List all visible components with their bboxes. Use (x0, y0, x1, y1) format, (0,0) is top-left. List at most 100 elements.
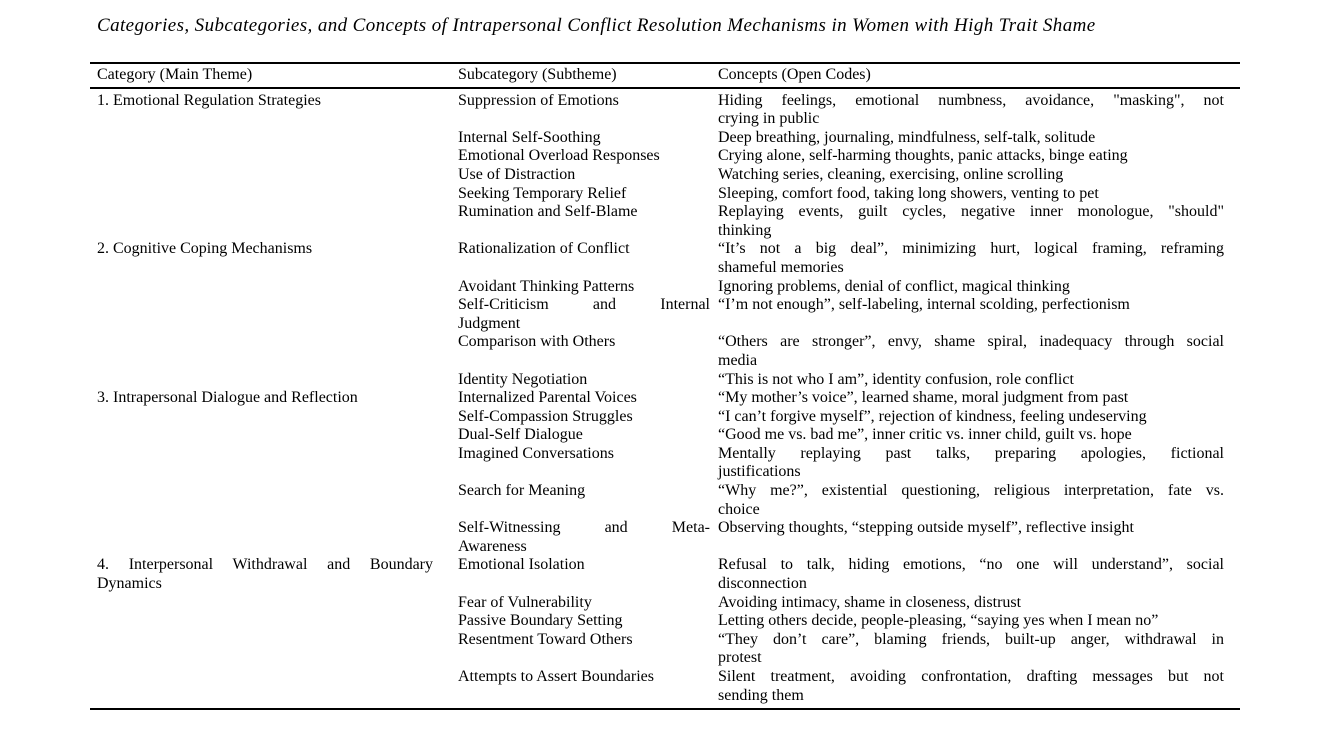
table-row: Internal Self-Soothing Deep breathing, jo… (90, 129, 1240, 148)
subcategory-cell: Identity Negotiation (458, 371, 718, 390)
cell-line: Attempts to Assert Boundaries (458, 668, 654, 685)
concepts-cell: Sleeping, comfort food, taking long show… (718, 185, 1240, 204)
cell-line: Watching series, cleaning, exercising, o… (718, 165, 1064, 183)
cell-line: Rumination and Self-Blame (458, 203, 638, 221)
concepts-cell: Watching series, cleaning, exercising, o… (718, 166, 1240, 185)
concepts-cell: “I’m not enough”, self-labeling, interna… (718, 296, 1240, 333)
concepts-cell: Hiding feelings, emotional numbness, avo… (718, 88, 1240, 129)
subcategory-cell: Dual-Self Dialogue (458, 426, 718, 445)
subcategory-cell: Imagined Conversations (458, 445, 718, 482)
table-row: Resentment Toward Others “They don’t care… (90, 631, 1240, 668)
concepts-cell: “Others are stronger”, envy, shame spira… (718, 333, 1240, 370)
cell-line: 2. Cognitive Coping Mechanisms (97, 240, 313, 258)
cell-line: Avoidant Thinking Patterns (458, 277, 635, 295)
subcategory-cell: Search for Meaning (458, 482, 718, 519)
concepts-cell: Observing thoughts, “stepping outside my… (718, 519, 1240, 556)
subcategory-cell: Use of Distraction (458, 166, 718, 185)
cell-line: Judgment (458, 314, 521, 332)
cell-line: Awareness (458, 537, 527, 555)
cell-line: “I’m not enough”, self-labeling, interna… (718, 296, 1130, 314)
cell-line: disconnection (718, 575, 807, 593)
cell-line: Emotional Overload Responses (458, 147, 660, 165)
table-row: 1. Emotional Regulation Strategies Suppre… (90, 88, 1240, 129)
table-row: 4. Interpersonal Withdrawal and Boundary… (90, 556, 1240, 593)
cell-line: 3. Intrapersonal Dialogue and Reflection (97, 389, 358, 407)
table-row: Identity Negotiation “This is not who I a… (90, 371, 1240, 390)
table-row: Self-Witnessing and Meta- Awareness Observ… (90, 519, 1240, 556)
concepts-cell: Mentally replaying past talks, preparing… (718, 445, 1240, 482)
cell-line: Refusal to talk, hiding emotions, “no on… (718, 556, 1224, 574)
table-row: 2. Cognitive Coping Mechanisms Rationaliz… (90, 240, 1240, 277)
cell-line: Seeking Temporary Relief (458, 184, 627, 202)
themes-table: Category (Main Theme) Subcategory (Subth… (90, 62, 1240, 711)
cell-line: Letting others decide, people-pleasing, … (718, 612, 1159, 630)
subcategory-cell: Fear of Vulnerability (458, 594, 718, 613)
cell-line: Use of Distraction (458, 165, 576, 183)
cell-line: “They don’t care”, blaming friends, buil… (718, 630, 1224, 648)
table-title: Categories, Subcategories, and Concepts … (97, 15, 1096, 36)
cell-line: Self-Witnessing and Meta- (458, 519, 710, 537)
cell-line: Dual-Self Dialogue (458, 426, 583, 444)
cell-line: “I can’t forgive myself”, rejection of k… (718, 407, 1147, 425)
table-row: Use of Distraction Watching series, clean… (90, 166, 1240, 185)
category-cell: 1. Emotional Regulation Strategies (90, 88, 458, 241)
table-row: Seeking Temporary Relief Sleeping, comfor… (90, 185, 1240, 204)
category-cell: 3. Intrapersonal Dialogue and Reflection (90, 389, 458, 556)
subcategory-cell: Comparison with Others (458, 333, 718, 370)
table-row: Search for Meaning “Why me?”, existential… (90, 482, 1240, 519)
category-cell: 4. Interpersonal Withdrawal and Boundary… (90, 556, 458, 709)
subcategory-cell: Internal Self-Soothing (458, 129, 718, 148)
cell-line: Observing thoughts, “stepping outside my… (718, 519, 1134, 537)
subcategory-cell: Rumination and Self-Blame (458, 203, 718, 240)
cell-line: thinking (718, 221, 772, 239)
cell-line: Crying alone, self-harming thoughts, pan… (718, 147, 1128, 165)
cell-line: justifications (718, 463, 801, 481)
concepts-cell: Ignoring problems, denial of conflict, m… (718, 278, 1240, 297)
cell-line: “It’s not a big deal”, minimizing hurt, … (718, 240, 1224, 258)
concepts-cell: “I can’t forgive myself”, rejection of k… (718, 408, 1240, 427)
table-row: Rumination and Self-Blame Replaying event… (90, 203, 1240, 240)
concepts-cell: “It’s not a big deal”, minimizing hurt, … (718, 240, 1240, 277)
cell-line: “This is not who I am”, identity confusi… (718, 370, 1074, 388)
table-row: Dual-Self Dialogue “Good me vs. bad me”, … (90, 426, 1240, 445)
cell-line: protest (718, 649, 762, 667)
cell-line: “Good me vs. bad me”, inner critic vs. i… (718, 426, 1132, 444)
concepts-cell: “This is not who I am”, identity confusi… (718, 371, 1240, 390)
table-row: Avoidant Thinking Patterns Ignoring probl… (90, 278, 1240, 297)
cell-line: Fear of Vulnerability (458, 593, 592, 611)
table-row: Emotional Overload Responses Crying alone… (90, 147, 1240, 166)
cell-line: Suppression of Emotions (458, 91, 619, 109)
cell-line: Mentally replaying past talks, preparing… (718, 444, 1224, 462)
table-row: Imagined Conversations Mentally replaying… (90, 445, 1240, 482)
cell-line: Silent treatment, avoiding confrontation… (718, 668, 1224, 685)
cell-line: Ignoring problems, denial of conflict, m… (718, 277, 1070, 295)
subcategory-cell: Avoidant Thinking Patterns (458, 278, 718, 297)
cell-line: Internalized Parental Voices (458, 389, 637, 407)
concepts-cell: “They don’t care”, blaming friends, buil… (718, 631, 1240, 668)
cell-line: crying in public (718, 110, 820, 128)
concepts-cell: Silent treatment, avoiding confrontation… (718, 668, 1240, 709)
concepts-cell: Refusal to talk, hiding emotions, “no on… (718, 556, 1240, 593)
cell-line: sending them (718, 686, 804, 704)
cell-line: Identity Negotiation (458, 370, 588, 388)
table-row: Passive Boundary Setting Letting others d… (90, 612, 1240, 631)
concepts-cell: “Good me vs. bad me”, inner critic vs. i… (718, 426, 1240, 445)
subcategory-cell: Seeking Temporary Relief (458, 185, 718, 204)
cell-line: “My mother’s voice”, learned shame, mora… (718, 389, 1129, 407)
header-row: Category (Main Theme) Subcategory (Subth… (90, 63, 1240, 89)
table-row: Attempts to Assert Boundaries Silent trea… (90, 668, 1240, 709)
cell-line: Resentment Toward Others (458, 630, 633, 648)
cell-line: Hiding feelings, emotional numbness, avo… (718, 91, 1224, 109)
subcategory-cell: Rationalization of Conflict (458, 240, 718, 277)
concepts-cell: Avoiding intimacy, shame in closeness, d… (718, 594, 1240, 613)
column-header-category: Category (Main Theme) (90, 63, 458, 89)
cell-line: Avoiding intimacy, shame in closeness, d… (718, 593, 1022, 611)
subcategory-cell: Emotional Overload Responses (458, 147, 718, 166)
cell-line: media (718, 351, 758, 369)
cell-line: Deep breathing, journaling, mindfulness,… (718, 128, 1096, 146)
subcategory-cell: Attempts to Assert Boundaries (458, 668, 718, 709)
cell-line: Internal Self-Soothing (458, 128, 601, 146)
cell-line: choice (718, 500, 760, 518)
cell-line: Comparison with Others (458, 333, 616, 351)
